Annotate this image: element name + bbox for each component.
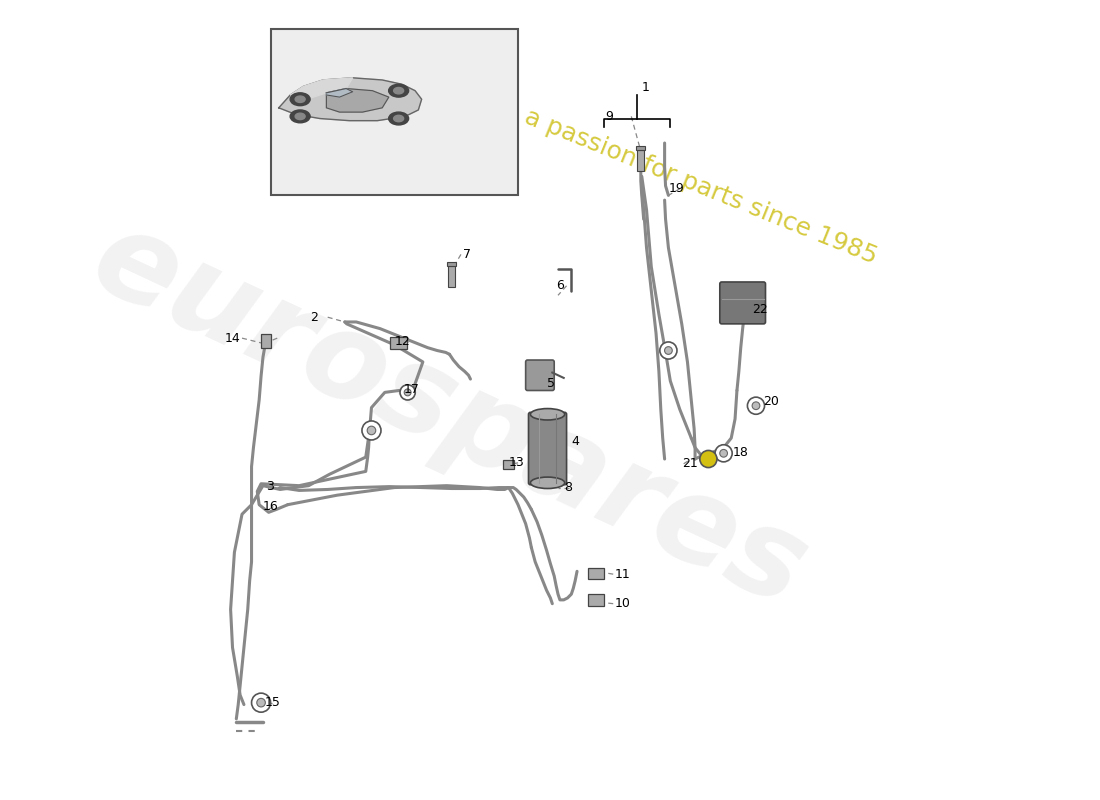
Bar bbox=[448, 266, 454, 286]
Text: 5: 5 bbox=[547, 378, 554, 390]
Text: 17: 17 bbox=[404, 383, 420, 396]
Polygon shape bbox=[290, 78, 353, 99]
Ellipse shape bbox=[295, 113, 305, 119]
Circle shape bbox=[660, 342, 676, 359]
Polygon shape bbox=[327, 89, 353, 97]
Polygon shape bbox=[327, 89, 388, 112]
FancyBboxPatch shape bbox=[719, 282, 766, 324]
Bar bbox=[503, 460, 514, 470]
Bar bbox=[389, 337, 407, 349]
Ellipse shape bbox=[530, 477, 564, 489]
Text: 3: 3 bbox=[266, 480, 274, 493]
Text: 11: 11 bbox=[615, 568, 631, 581]
Text: 8: 8 bbox=[563, 481, 572, 494]
Circle shape bbox=[404, 389, 411, 396]
Ellipse shape bbox=[295, 96, 305, 102]
Text: 22: 22 bbox=[752, 303, 768, 316]
Text: 2: 2 bbox=[310, 310, 318, 324]
Bar bbox=[447, 262, 456, 266]
Polygon shape bbox=[278, 78, 421, 121]
Text: eurospares: eurospares bbox=[75, 199, 824, 631]
Text: 7: 7 bbox=[463, 248, 471, 261]
Text: 21: 21 bbox=[682, 458, 697, 470]
Ellipse shape bbox=[530, 409, 564, 420]
Circle shape bbox=[367, 426, 376, 434]
Text: 12: 12 bbox=[394, 335, 410, 349]
Text: 1: 1 bbox=[641, 82, 650, 94]
Bar bbox=[271, 29, 518, 195]
Ellipse shape bbox=[388, 84, 408, 97]
Text: 4: 4 bbox=[571, 435, 580, 448]
Circle shape bbox=[719, 450, 727, 457]
Circle shape bbox=[252, 693, 271, 712]
Ellipse shape bbox=[394, 115, 404, 122]
Text: 15: 15 bbox=[265, 696, 280, 709]
Circle shape bbox=[747, 397, 764, 414]
Text: 6: 6 bbox=[557, 279, 564, 292]
Text: 20: 20 bbox=[763, 395, 780, 409]
Text: 9: 9 bbox=[606, 110, 614, 123]
Text: 16: 16 bbox=[263, 500, 278, 513]
Ellipse shape bbox=[290, 110, 310, 123]
Circle shape bbox=[715, 445, 733, 462]
Circle shape bbox=[362, 421, 381, 440]
FancyBboxPatch shape bbox=[528, 412, 566, 485]
FancyBboxPatch shape bbox=[526, 360, 554, 390]
Bar bbox=[638, 150, 645, 170]
Circle shape bbox=[752, 402, 760, 410]
Bar bbox=[588, 567, 604, 579]
Ellipse shape bbox=[394, 87, 404, 94]
Bar bbox=[636, 146, 646, 150]
Circle shape bbox=[664, 346, 672, 354]
Text: 19: 19 bbox=[669, 182, 684, 195]
Circle shape bbox=[256, 698, 265, 707]
Text: a passion for parts since 1985: a passion for parts since 1985 bbox=[521, 105, 881, 269]
Circle shape bbox=[700, 450, 717, 467]
Ellipse shape bbox=[388, 112, 408, 125]
Circle shape bbox=[400, 385, 415, 400]
Text: 13: 13 bbox=[508, 456, 525, 470]
Text: 14: 14 bbox=[224, 332, 240, 345]
Bar bbox=[261, 334, 271, 348]
Ellipse shape bbox=[290, 93, 310, 106]
Text: 18: 18 bbox=[733, 446, 748, 459]
Text: 10: 10 bbox=[615, 597, 631, 610]
Bar bbox=[588, 594, 604, 606]
